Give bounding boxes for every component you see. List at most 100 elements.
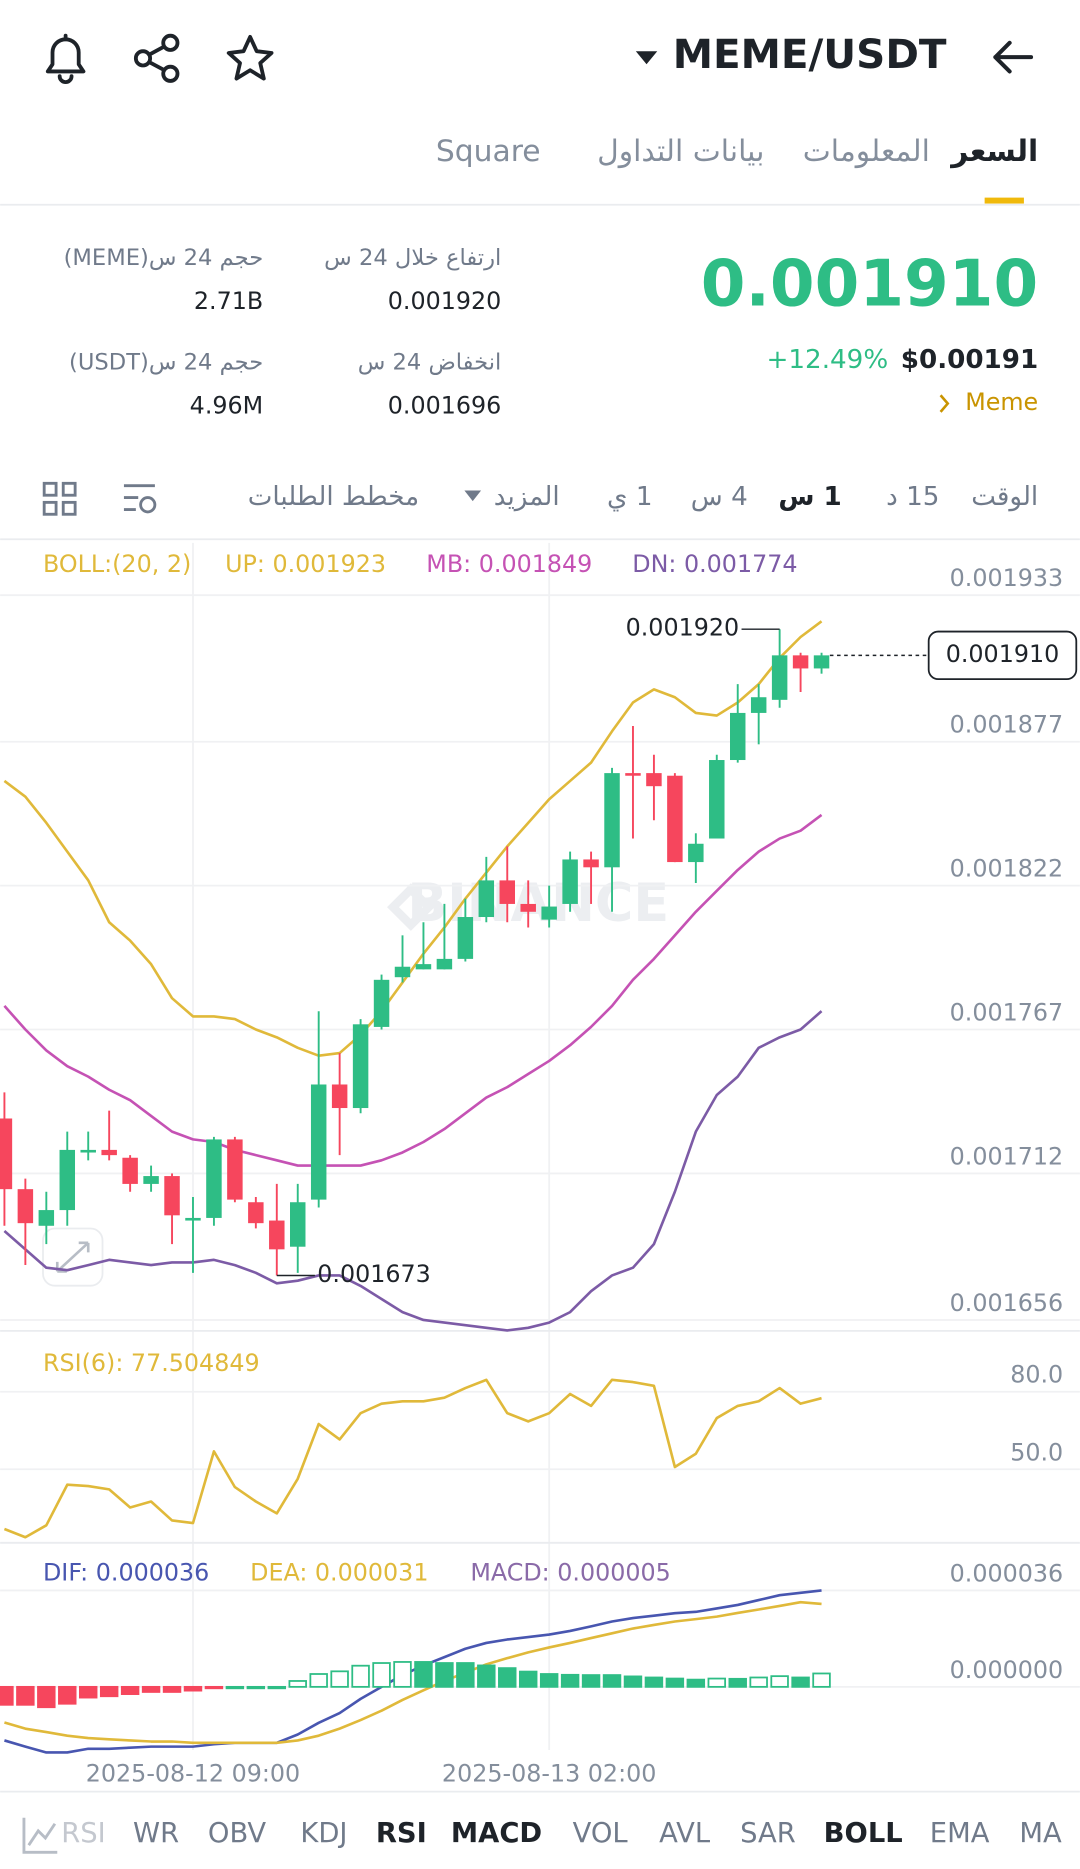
candle-body	[562, 859, 578, 904]
candle-body	[164, 1176, 180, 1216]
pair-title[interactable]: MEME/USDT	[673, 30, 947, 78]
indicator-line	[3, 1010, 823, 1332]
interval-tab[interactable]: الوقت	[971, 482, 1038, 512]
macd-bar	[812, 1672, 831, 1688]
indicator-chart-icon[interactable]	[22, 1817, 58, 1854]
interval-tab[interactable]: 4 س	[691, 482, 748, 512]
layout-icon[interactable]	[42, 481, 77, 516]
y-tick-label: 0.001933	[950, 564, 1064, 592]
indicator-tab[interactable]: BOLL	[824, 1818, 903, 1849]
candle-body	[394, 966, 411, 978]
high-label: 0.001920	[626, 614, 740, 642]
stat-label: ارتفاع خلال 24 س	[324, 245, 501, 271]
indicator-tab[interactable]: MA	[1019, 1818, 1062, 1849]
indicator-legend: UP: 0.001923	[225, 550, 386, 578]
macd-bar	[414, 1661, 433, 1688]
last-price: 0.001910	[701, 247, 1038, 322]
candle-body	[122, 1157, 138, 1184]
macd-bar	[58, 1685, 77, 1705]
tag-link[interactable]: Meme	[965, 388, 1038, 416]
interval-tab[interactable]: 1 ي	[607, 482, 652, 512]
indicator-tab[interactable]: MACD	[451, 1818, 542, 1849]
last-price-box	[927, 630, 1078, 681]
back-arrow[interactable]	[993, 40, 1034, 74]
indicator-tab[interactable]: AVL	[659, 1818, 711, 1849]
indicator-legend: MB: 0.001849	[426, 550, 592, 578]
macd-bar	[435, 1662, 454, 1688]
candle-body	[415, 964, 432, 970]
indicator-line	[4, 1589, 822, 1754]
indicator-legend: DN: 0.001774	[632, 550, 797, 578]
candle-body	[227, 1139, 243, 1200]
indicator-tab[interactable]: SAR	[740, 1818, 796, 1849]
candle-body	[709, 760, 725, 839]
share-icon[interactable]	[133, 33, 180, 83]
interval-tab[interactable]: المزيد	[494, 482, 560, 512]
macd-bar	[770, 1675, 789, 1688]
candle-body	[101, 1149, 117, 1156]
tab[interactable]: Square	[436, 134, 541, 169]
tab[interactable]: السعر	[949, 134, 1038, 169]
macd-bar	[309, 1673, 328, 1688]
macd-bar	[267, 1685, 287, 1690]
macd-bar	[183, 1685, 203, 1692]
macd-bar	[623, 1675, 643, 1688]
indicator-legend: DIF: 0.000036	[43, 1558, 209, 1586]
indicator-tab[interactable]: OBV	[208, 1818, 266, 1849]
interval-tab[interactable]: مخطط الطلبات	[248, 482, 419, 512]
stat-value: 0.001696	[388, 392, 502, 420]
candle-body	[729, 712, 746, 761]
indicator-legend: RSI(6): 77.504849	[43, 1349, 260, 1377]
usd-price: $0.00191	[901, 345, 1038, 375]
macd-bar	[518, 1670, 538, 1688]
settings-icon[interactable]	[123, 484, 157, 514]
candle-body	[625, 773, 641, 776]
star-icon[interactable]	[226, 34, 274, 81]
macd-bar	[204, 1685, 224, 1690]
macd-bar	[728, 1677, 747, 1688]
candle-body	[185, 1217, 201, 1221]
tab[interactable]: المعلومات	[803, 134, 930, 169]
candle-body	[541, 906, 557, 920]
macd-bar	[791, 1676, 810, 1688]
candle-body	[813, 655, 830, 669]
y-tick-label: 0.001822	[950, 855, 1064, 883]
active-tab-indicator	[984, 197, 1024, 204]
candle-body	[80, 1149, 96, 1153]
indicator-tab[interactable]: RSI	[376, 1818, 427, 1849]
indicator-tab[interactable]: KDJ	[300, 1818, 347, 1849]
macd-bar	[686, 1678, 706, 1688]
indicator-tab[interactable]: WR	[133, 1818, 179, 1849]
y-tick-label: 0.001767	[950, 999, 1064, 1027]
chevron-icon	[939, 394, 950, 413]
candle-body	[646, 773, 662, 787]
macd-bar	[539, 1673, 559, 1688]
candle-body	[373, 979, 390, 1027]
macd-bar	[602, 1674, 622, 1688]
low-label: 0.001673	[317, 1260, 431, 1288]
last-price-label: 0.001910	[946, 640, 1060, 668]
indicator-tab[interactable]: VOL	[573, 1818, 629, 1849]
stat-label: حجم 24 س(MEME)	[64, 245, 264, 271]
interval-tab[interactable]: 15 د	[886, 482, 939, 512]
bell-icon[interactable]	[45, 33, 86, 85]
expand-button[interactable]	[42, 1227, 104, 1287]
pair-dropdown-icon[interactable]	[635, 51, 658, 65]
candle-body	[206, 1139, 222, 1218]
indicator-line	[3, 813, 823, 1167]
macd-bar	[749, 1676, 768, 1688]
interval-tab[interactable]: 1 س	[778, 482, 841, 512]
indicator-tab[interactable]: RSI	[61, 1818, 105, 1849]
macd-bar	[456, 1662, 475, 1688]
candle-body	[771, 655, 788, 700]
macd-bar	[37, 1685, 56, 1709]
y-tick-label: 80.0	[1010, 1361, 1063, 1389]
x-tick-label: 2025-08-13 02:00	[442, 1759, 656, 1787]
indicator-tab[interactable]: EMA	[930, 1818, 990, 1849]
tab[interactable]: بيانات التداول	[597, 134, 764, 169]
macd-bar	[665, 1677, 685, 1688]
candle-body	[0, 1118, 13, 1190]
indicator-line	[3, 1378, 822, 1539]
macd-bar	[246, 1685, 266, 1690]
candle-body	[17, 1189, 34, 1224]
